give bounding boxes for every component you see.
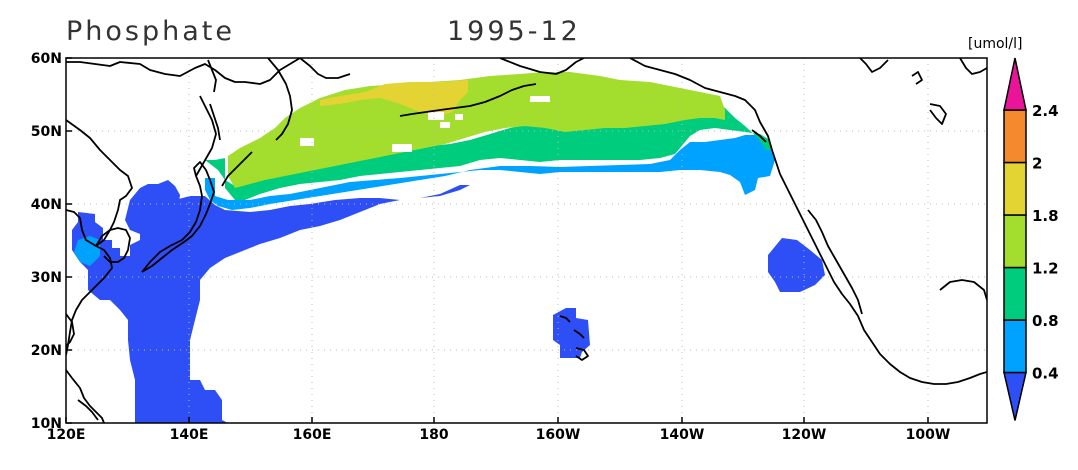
lon-tick-label: 180 <box>419 427 448 443</box>
lat-tick-label: 10N <box>31 416 62 432</box>
coastlines <box>66 58 987 423</box>
map-plot-area <box>66 58 987 423</box>
lat-tick-label: 20N <box>31 343 62 359</box>
colorbar-units: [umol/l] <box>968 36 1023 52</box>
lon-tick-label: 120E <box>47 427 86 443</box>
colorbar-segment <box>1003 161 1027 216</box>
colorbar-triangle-high <box>1003 57 1027 111</box>
colorbar-label: 1.8 <box>1032 207 1059 225</box>
longitude-axis: 120E 140E 160E 180 160W 140W 120W 100W <box>47 417 951 443</box>
lon-tick-label: 140E <box>170 427 209 443</box>
colorbar: 0.4 0.8 1.2 1.8 2 2.4 <box>1003 57 1059 421</box>
colorbar-label: 1.2 <box>1032 260 1059 278</box>
field-gaps <box>300 96 550 152</box>
colorbar-triangle-low <box>1003 371 1027 421</box>
grid-lines <box>66 58 987 423</box>
lon-tick-label: 160E <box>293 427 332 443</box>
map-frame <box>65 57 988 424</box>
lon-tick-label: 160W <box>536 427 581 443</box>
field-band-2-0 <box>320 80 468 116</box>
map-title-date: 1995-12 <box>447 16 581 47</box>
lon-tick-label: 100W <box>906 427 951 443</box>
latitude-axis: 10N 20N 30N 40N 50N 60N <box>31 51 72 432</box>
lon-tick-label: 140W <box>660 427 705 443</box>
colorbar-label: 2 <box>1032 155 1042 173</box>
colorbar-label: 0.4 <box>1032 365 1059 383</box>
lat-tick-label: 50N <box>31 124 62 140</box>
colorbar-label: 0.8 <box>1032 312 1059 330</box>
lat-tick-label: 30N <box>31 270 62 286</box>
lon-tick-label: 120W <box>782 427 827 443</box>
map-title-variable: Phosphate <box>66 16 235 47</box>
colorbar-segment <box>1003 109 1027 164</box>
lat-tick-label: 40N <box>31 197 62 213</box>
colorbar-label: 2.4 <box>1032 102 1059 120</box>
colorbar-segment <box>1003 319 1027 374</box>
lat-tick-label: 60N <box>31 51 62 67</box>
colorbar-segment <box>1003 266 1027 321</box>
colorbar-segment <box>1003 214 1027 269</box>
